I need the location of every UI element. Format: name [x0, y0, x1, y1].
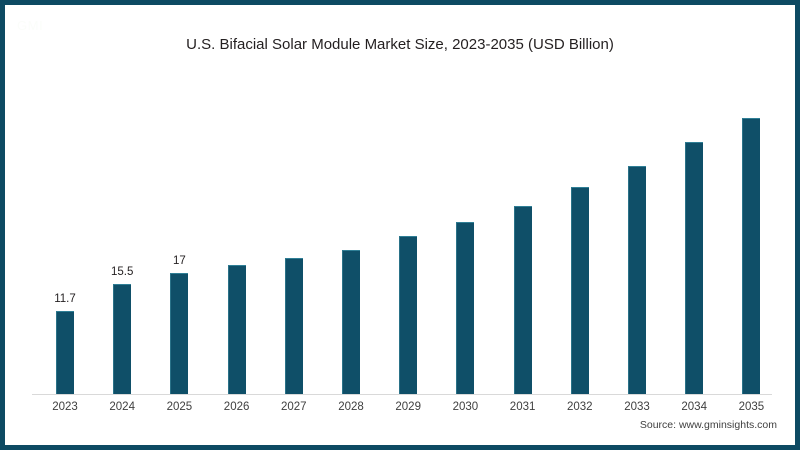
x-tick-2025: 2025	[166, 401, 193, 413]
bar-2030	[456, 222, 475, 394]
x-tick-2029: 2029	[395, 401, 421, 413]
bar-2028	[342, 250, 360, 394]
bar-2033	[628, 165, 646, 394]
source-attribution: Source: www.gminsights.com	[639, 419, 777, 431]
x-tick-2030: 2030	[452, 401, 479, 413]
x-tick-2027: 2027	[281, 401, 307, 413]
x-tick-2024: 2024	[109, 401, 135, 413]
bar-2034	[685, 142, 704, 394]
bar-2029	[399, 236, 418, 394]
bar-2031	[513, 205, 532, 394]
chart-title: U.S. Bifacial Solar Module Market Size, …	[186, 36, 614, 53]
x-tick-2032: 2032	[567, 401, 593, 413]
bar-2032	[570, 187, 589, 394]
bar-value-label-2024: 15.5	[110, 265, 134, 278]
x-axis-line	[32, 394, 772, 395]
x-tick-2026: 2026	[223, 401, 250, 413]
x-tick-2035: 2035	[738, 401, 765, 413]
bar-value-label-2025: 17	[172, 255, 186, 268]
x-tick-2023: 2023	[52, 401, 78, 413]
bar-value-label-2023: 11.7	[54, 292, 76, 305]
plot-area: 11.7 15.5 17 2023 2024 2025 2026 2027 2028 2029 2…	[5, 5, 795, 445]
x-tick-2034: 2034	[681, 401, 707, 413]
bar-2024	[113, 283, 132, 394]
x-tick-2028: 2028	[338, 401, 364, 413]
bar-2026	[227, 265, 246, 394]
bar-2035	[742, 117, 761, 394]
x-tick-2033: 2033	[624, 401, 650, 413]
bar-2023	[56, 310, 74, 394]
x-tick-2031: 2031	[509, 401, 536, 413]
bar-2025	[170, 273, 189, 394]
bar-2027	[284, 258, 303, 394]
